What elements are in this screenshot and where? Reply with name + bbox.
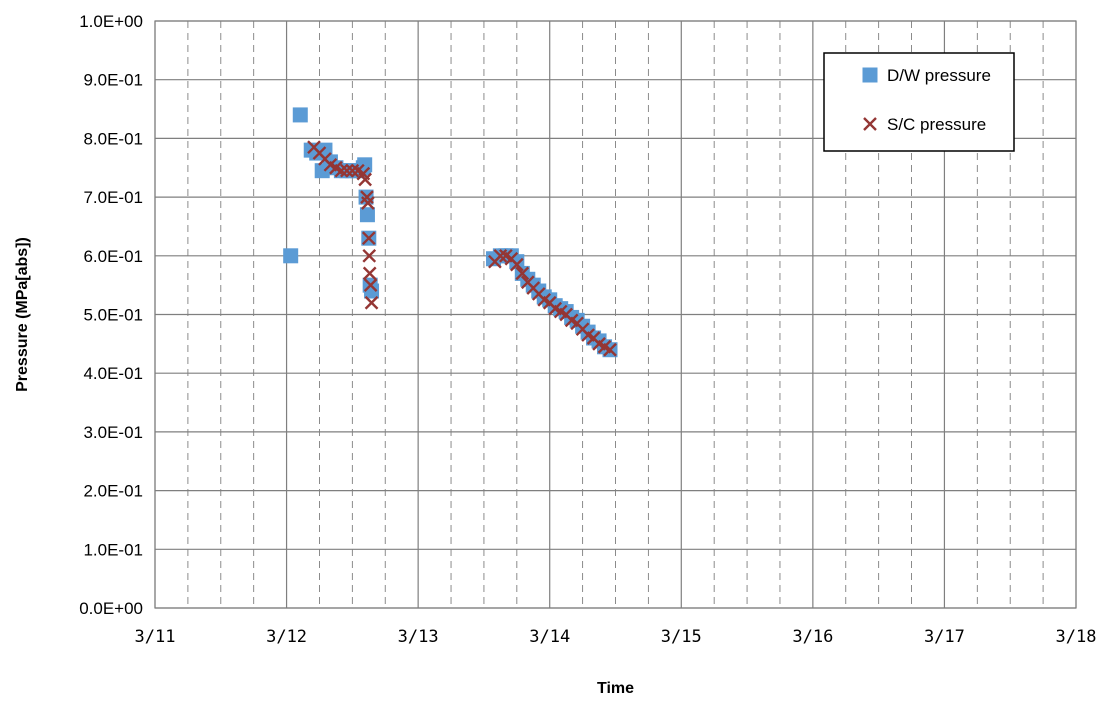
x-tick-label: 3/15 xyxy=(661,627,702,647)
x-axis-tick-labels: 3/11 3/12 3/13 3/14 3/15 3/16 3/17 3/18 xyxy=(135,627,1097,647)
y-tick-label: 8.0E-01 xyxy=(83,129,143,148)
sc-pressure-point xyxy=(362,248,377,263)
plot-area-border xyxy=(154,20,1077,609)
sc-pressure-point xyxy=(361,231,376,246)
sc-pressure-point xyxy=(340,163,354,178)
y-tick-label: 4.0E-01 xyxy=(83,364,143,383)
sc-pressure-point xyxy=(363,278,378,292)
legend-label: D/W pressure xyxy=(887,66,991,85)
sc-pressure-point xyxy=(362,266,377,281)
sc-pressure-point xyxy=(603,342,617,357)
sc-pressure-point xyxy=(345,163,360,178)
series-sc-pressure xyxy=(307,140,617,357)
x-tick-label: 3/14 xyxy=(529,627,570,647)
data-points xyxy=(283,107,618,358)
sc-pressure-point xyxy=(361,196,375,210)
sc-pressure-point xyxy=(358,172,372,187)
y-tick-label: 6.0E-01 xyxy=(83,247,143,266)
x-axis-title: Time xyxy=(597,680,634,697)
y-tick-label: 3.0E-01 xyxy=(83,423,143,442)
y-axis-title: Pressure (MPa[abs]) xyxy=(14,237,31,392)
sc-pressure-point xyxy=(493,248,508,263)
legend-marker-sc xyxy=(863,117,877,131)
dw-pressure-point xyxy=(292,107,308,123)
y-tick-label: 2.0E-01 xyxy=(83,482,143,501)
sc-pressure-point xyxy=(334,163,349,178)
sc-pressure-point xyxy=(364,295,379,310)
y-tick-label: 9.0E-01 xyxy=(83,71,143,90)
y-tick-label: 1.0E-01 xyxy=(83,540,143,559)
y-tick-label: 1.0E+00 xyxy=(79,12,143,31)
x-tick-label: 3/18 xyxy=(1056,627,1097,647)
y-tick-label: 5.0E-01 xyxy=(83,306,143,325)
legend-box xyxy=(823,52,1015,152)
x-tick-label: 3/13 xyxy=(398,627,439,647)
x-tick-label: 3/16 xyxy=(792,627,833,647)
y-tick-label: 0.0E+00 xyxy=(79,599,143,618)
dw-pressure-point xyxy=(359,207,375,223)
dw-pressure-point xyxy=(283,248,299,264)
x-tick-label: 3/17 xyxy=(924,627,965,647)
y-tick-label: 7.0E-01 xyxy=(83,188,143,207)
x-tick-label: 3/11 xyxy=(135,627,176,647)
legend-label: S/C pressure xyxy=(887,115,986,134)
legend: D/W pressure S/C pressure xyxy=(823,52,1015,152)
sc-pressure-point xyxy=(515,266,530,281)
y-axis-tick-labels: 0.0E+00 1.0E-01 2.0E-01 3.0E-01 4.0E-01 5.0E-… xyxy=(79,12,143,618)
legend-marker-dw xyxy=(862,67,878,83)
x-tick-label: 3/12 xyxy=(266,627,307,647)
sc-pressure-point xyxy=(509,257,524,272)
